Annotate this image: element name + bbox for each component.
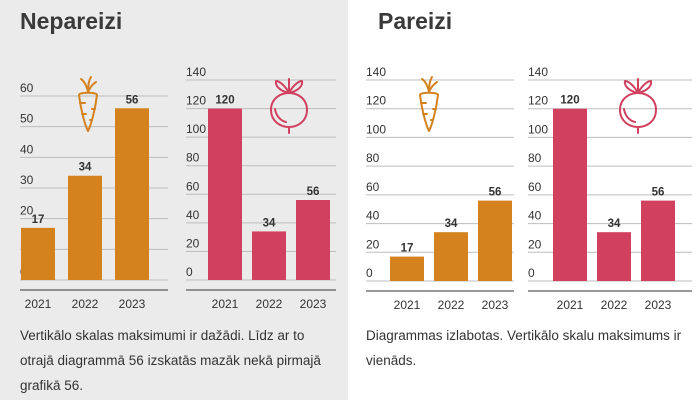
- data-label: 17: [401, 243, 414, 255]
- chart-left-beet: 0 20 40 60 80 100 120 140 120 2021 34 2022 56 2023: [174, 60, 348, 316]
- chart-right-beet: 0 20 40 60 80 100 120 140 120 2021 34 2022 56 2023: [520, 60, 700, 316]
- right-panel: Pareizi 0 20 40 60 80 100 120 140 17 2021 34 2022 56…: [348, 0, 700, 400]
- data-label: 120: [560, 95, 579, 107]
- chart-right-carrot-svg: 0 20 40 60 80 100 120 140 17 2021 34 2022 56 2023: [366, 65, 514, 312]
- x-tick-label: 2022: [438, 298, 465, 312]
- y-tick-label: 100: [528, 122, 548, 136]
- x-tick-label: 2021: [394, 298, 421, 312]
- y-tick-label: 20: [528, 237, 542, 251]
- data-label: 56: [307, 186, 320, 198]
- panel-title-correct: Pareizi: [378, 8, 453, 34]
- y-tick-label: 40: [186, 208, 200, 222]
- data-label: 34: [263, 217, 276, 229]
- y-tick-label: 0: [186, 265, 193, 279]
- beet-icon: [270, 78, 308, 134]
- x-tick-label: 2023: [482, 298, 509, 312]
- data-label: 17: [32, 214, 45, 226]
- y-tick-label: 140: [528, 65, 548, 79]
- y-tick-label: 60: [366, 180, 380, 194]
- y-tick-label: 20: [366, 237, 380, 251]
- data-label: 34: [445, 218, 458, 230]
- y-tick-label: 0: [366, 266, 373, 280]
- bar-2022: [68, 175, 102, 280]
- y-tick-label: 20: [20, 204, 34, 218]
- y-tick-label: 40: [20, 142, 34, 156]
- chart-right-carrot: 0 20 40 60 80 100 120 140 17 2021 34 2022 56 2023: [348, 60, 520, 316]
- y-tick-label: 50: [20, 112, 34, 126]
- bar-2021: [21, 227, 55, 280]
- bar-2023: [478, 200, 512, 281]
- y-tick-label: 80: [528, 151, 542, 165]
- carrot-icon: [78, 76, 98, 132]
- y-tick-label: 60: [20, 81, 34, 95]
- y-tick-label: 100: [366, 122, 386, 136]
- bar-2021: [208, 108, 242, 280]
- bar-2022: [597, 232, 631, 281]
- caption-correct: Diagrammas izlabotas. Vertikālo skalu ma…: [366, 328, 682, 368]
- y-tick-label: 60: [186, 179, 200, 193]
- y-tick-label: 40: [366, 209, 380, 223]
- y-tick-label: 120: [528, 94, 548, 108]
- y-tick-label: 100: [186, 122, 206, 136]
- data-label: 120: [215, 95, 234, 107]
- y-tick-label: 20: [186, 236, 200, 250]
- bar-2023: [296, 200, 330, 280]
- chart-left-carrot-svg: 0102030405060172021342022562023: [20, 76, 168, 311]
- x-tick-label: 2022: [72, 297, 99, 311]
- x-tick-label: 2022: [601, 298, 628, 312]
- bar-2023: [641, 200, 675, 281]
- x-tick-label: 2023: [300, 297, 327, 311]
- x-tick-label: 2021: [557, 298, 584, 312]
- data-label: 34: [79, 162, 92, 174]
- x-tick-label: 2023: [119, 297, 146, 311]
- bar-2022: [434, 232, 468, 281]
- beet-icon: [619, 78, 657, 134]
- y-tick-label: 80: [366, 151, 380, 165]
- bar-2021: [553, 108, 587, 281]
- y-tick-label: 120: [186, 94, 206, 108]
- data-label: 56: [489, 187, 502, 199]
- caption-wrong: Vertikālo skalas maksimumi ir dažādi. Lī…: [20, 328, 321, 393]
- chart-left-carrot: 0102030405060172021342022562023: [0, 60, 174, 316]
- y-tick-label: 140: [186, 65, 206, 79]
- y-tick-label: 40: [528, 209, 542, 223]
- y-tick-label: 60: [528, 180, 542, 194]
- y-tick-label: 120: [366, 94, 386, 108]
- data-label: 56: [126, 94, 139, 106]
- x-tick-label: 2021: [212, 297, 239, 311]
- x-tick-label: 2023: [645, 298, 672, 312]
- x-tick-label: 2022: [256, 297, 283, 311]
- left-panel: Nepareizi 010203040506017202134202256202…: [0, 0, 348, 400]
- y-tick-label: 30: [20, 173, 34, 187]
- y-tick-label: 80: [186, 151, 200, 165]
- x-tick-label: 2021: [25, 297, 52, 311]
- data-label: 56: [652, 187, 665, 199]
- chart-left-beet-svg: 0 20 40 60 80 100 120 140 120 2021 34 2022 56 2023: [186, 65, 336, 311]
- y-tick-label: 140: [366, 65, 386, 79]
- y-tick-label: 0: [528, 266, 535, 280]
- bar-2022: [252, 231, 286, 280]
- bar-2021: [390, 256, 424, 281]
- chart-right-beet-svg: 0 20 40 60 80 100 120 140 120 2021 34 2022 56 2023: [528, 65, 692, 312]
- bar-2023: [115, 108, 149, 280]
- panel-title-wrong: Nepareizi: [20, 8, 123, 34]
- carrot-icon: [419, 76, 439, 132]
- data-label: 34: [608, 218, 621, 230]
